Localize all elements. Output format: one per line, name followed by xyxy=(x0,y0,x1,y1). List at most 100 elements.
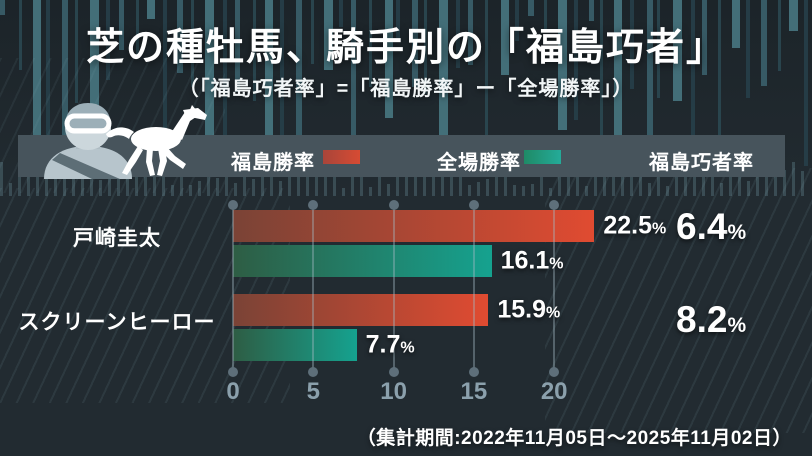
equalizer-fringe-decoration xyxy=(576,159,579,196)
equalizer-fringe-decoration xyxy=(198,180,201,196)
equalizer-fringe-decoration xyxy=(522,186,525,196)
equalizer-fringe-decoration xyxy=(162,163,165,196)
equalizer-fringe-decoration xyxy=(378,176,381,196)
equalizer-fringe-decoration xyxy=(207,171,210,196)
legend-swatch-fukushima-icon xyxy=(323,150,360,164)
equalizer-bar-decoration xyxy=(600,0,604,156)
equalizer-fringe-decoration xyxy=(99,180,102,196)
axis-tick-label: 15 xyxy=(460,378,488,405)
equalizer-bar-decoration xyxy=(573,0,578,120)
equalizer-bar-decoration xyxy=(557,0,567,130)
equalizer-fringe-decoration xyxy=(180,173,183,196)
equalizer-fringe-decoration xyxy=(315,173,318,196)
all-tracks-win-rate-value-number: 7.7 xyxy=(365,330,401,359)
fukushima-win-rate-bar xyxy=(233,210,595,242)
equalizer-bar-decoration xyxy=(673,0,683,102)
equalizer-fringe-decoration xyxy=(72,175,75,196)
equalizer-bar-decoration xyxy=(163,0,168,141)
equalizer-fringe-decoration xyxy=(729,162,732,196)
equalizer-fringe-decoration xyxy=(531,183,534,196)
row-label-sire: スクリーンヒーロー xyxy=(18,311,216,334)
equalizer-bar-decoration xyxy=(527,0,534,17)
equalizer-fringe-decoration xyxy=(675,165,678,196)
specialist-rate-value-percent-sign: % xyxy=(727,314,747,337)
equalizer-bar-decoration xyxy=(396,0,401,39)
equalizer-bar-decoration xyxy=(745,0,750,98)
equalizer-fringe-decoration xyxy=(270,164,273,196)
equalizer-fringe-decoration xyxy=(216,178,219,196)
equalizer-bar-decoration xyxy=(265,0,274,142)
jockey-and-horse-illustration xyxy=(28,101,213,179)
equalizer-fringe-decoration xyxy=(288,160,291,196)
equalizer-fringe-decoration xyxy=(81,167,84,196)
equalizer-bar-decoration xyxy=(614,0,623,148)
equalizer-fringe-decoration xyxy=(693,168,696,196)
equalizer-bar-decoration xyxy=(45,0,50,139)
equalizer-bar-decoration xyxy=(718,0,722,156)
equalizer-bar-decoration xyxy=(61,0,68,168)
equalizer-fringe-decoration xyxy=(486,178,489,196)
equalizer-bar-decoration xyxy=(33,0,42,153)
equalizer-bar-decoration xyxy=(106,0,111,80)
equalizer-bar-decoration xyxy=(647,0,654,137)
equalizer-fringe-decoration xyxy=(711,168,714,196)
equalizer-fringe-decoration xyxy=(585,185,588,196)
equalizer-bar-decoration xyxy=(691,0,696,146)
equalizer-bar-decoration xyxy=(657,0,661,99)
equalizer-bar-decoration xyxy=(90,0,100,108)
all-tracks-win-rate-bar xyxy=(233,245,492,277)
gridline-dot xyxy=(308,200,319,210)
specialist-rate-value-number: 6.4 xyxy=(676,206,728,247)
all-tracks-win-rate-value: 7.7% xyxy=(366,331,415,360)
equalizer-fringe-decoration xyxy=(468,185,471,196)
fukushima-win-rate-value: 22.5% xyxy=(603,212,666,241)
equalizer-fringe-decoration xyxy=(405,159,408,196)
equalizer-bar-decoration xyxy=(235,0,240,92)
equalizer-bar-decoration xyxy=(544,0,548,30)
equalizer-fringe-decoration xyxy=(36,163,39,196)
gridline-dot xyxy=(549,200,560,210)
equalizer-fringe-decoration xyxy=(495,174,498,196)
equalizer-bar-decoration xyxy=(177,0,184,74)
equalizer-bar-decoration xyxy=(339,0,343,27)
equalizer-fringe-decoration xyxy=(765,169,768,196)
equalizer-fringe-decoration xyxy=(549,187,552,196)
equalizer-fringe-decoration xyxy=(603,168,606,196)
equalizer-fringe-decoration xyxy=(243,172,246,196)
legend-label-specialist-rate: 福島巧者率 xyxy=(649,152,754,174)
equalizer-fringe-decoration xyxy=(684,163,687,196)
equalizer-bar-decoration xyxy=(456,0,461,68)
gridline xyxy=(232,205,234,372)
axis-tick-label: 5 xyxy=(306,378,320,405)
equalizer-bar-decoration xyxy=(252,0,256,101)
equalizer-fringe-decoration xyxy=(414,176,417,196)
all-tracks-win-rate-value-number: 16.1 xyxy=(500,246,550,275)
gridline-dot xyxy=(388,200,399,210)
equalizer-bar-decoration xyxy=(204,0,214,143)
specialist-rate-value: 8.2% xyxy=(676,299,746,341)
equalizer-bar-decoration xyxy=(439,0,449,150)
gridline-dot xyxy=(388,367,399,377)
equalizer-fringe-decoration xyxy=(657,165,660,196)
legend-label-fukushima-win-rate: 福島勝率 xyxy=(231,152,315,174)
gridline-dot xyxy=(468,200,479,210)
equalizer-fringe-decoration xyxy=(45,173,48,196)
equalizer-bar-decoration xyxy=(324,0,334,71)
equalizer-bar-decoration xyxy=(411,0,418,88)
axis-tick-label: 0 xyxy=(226,378,240,405)
equalizer-fringe-decoration xyxy=(279,181,282,196)
equalizer-fringe-decoration xyxy=(738,174,741,196)
equalizer-fringe-decoration xyxy=(666,185,669,196)
gridline-dot xyxy=(308,367,319,377)
gridline xyxy=(312,205,315,372)
equalizer-fringe-decoration xyxy=(171,184,174,196)
equalizer-fringe-decoration xyxy=(621,158,624,196)
equalizer-fringe-decoration xyxy=(297,177,300,196)
gridline xyxy=(472,205,475,372)
equalizer-fringe-decoration xyxy=(90,164,93,196)
legend-swatch-all-tracks-icon xyxy=(524,150,561,164)
equalizer-bar-decoration xyxy=(351,0,357,175)
equalizer-bar-decoration xyxy=(732,0,741,48)
axis-tick-label: 10 xyxy=(380,378,407,405)
equalizer-bar-decoration xyxy=(75,0,79,104)
